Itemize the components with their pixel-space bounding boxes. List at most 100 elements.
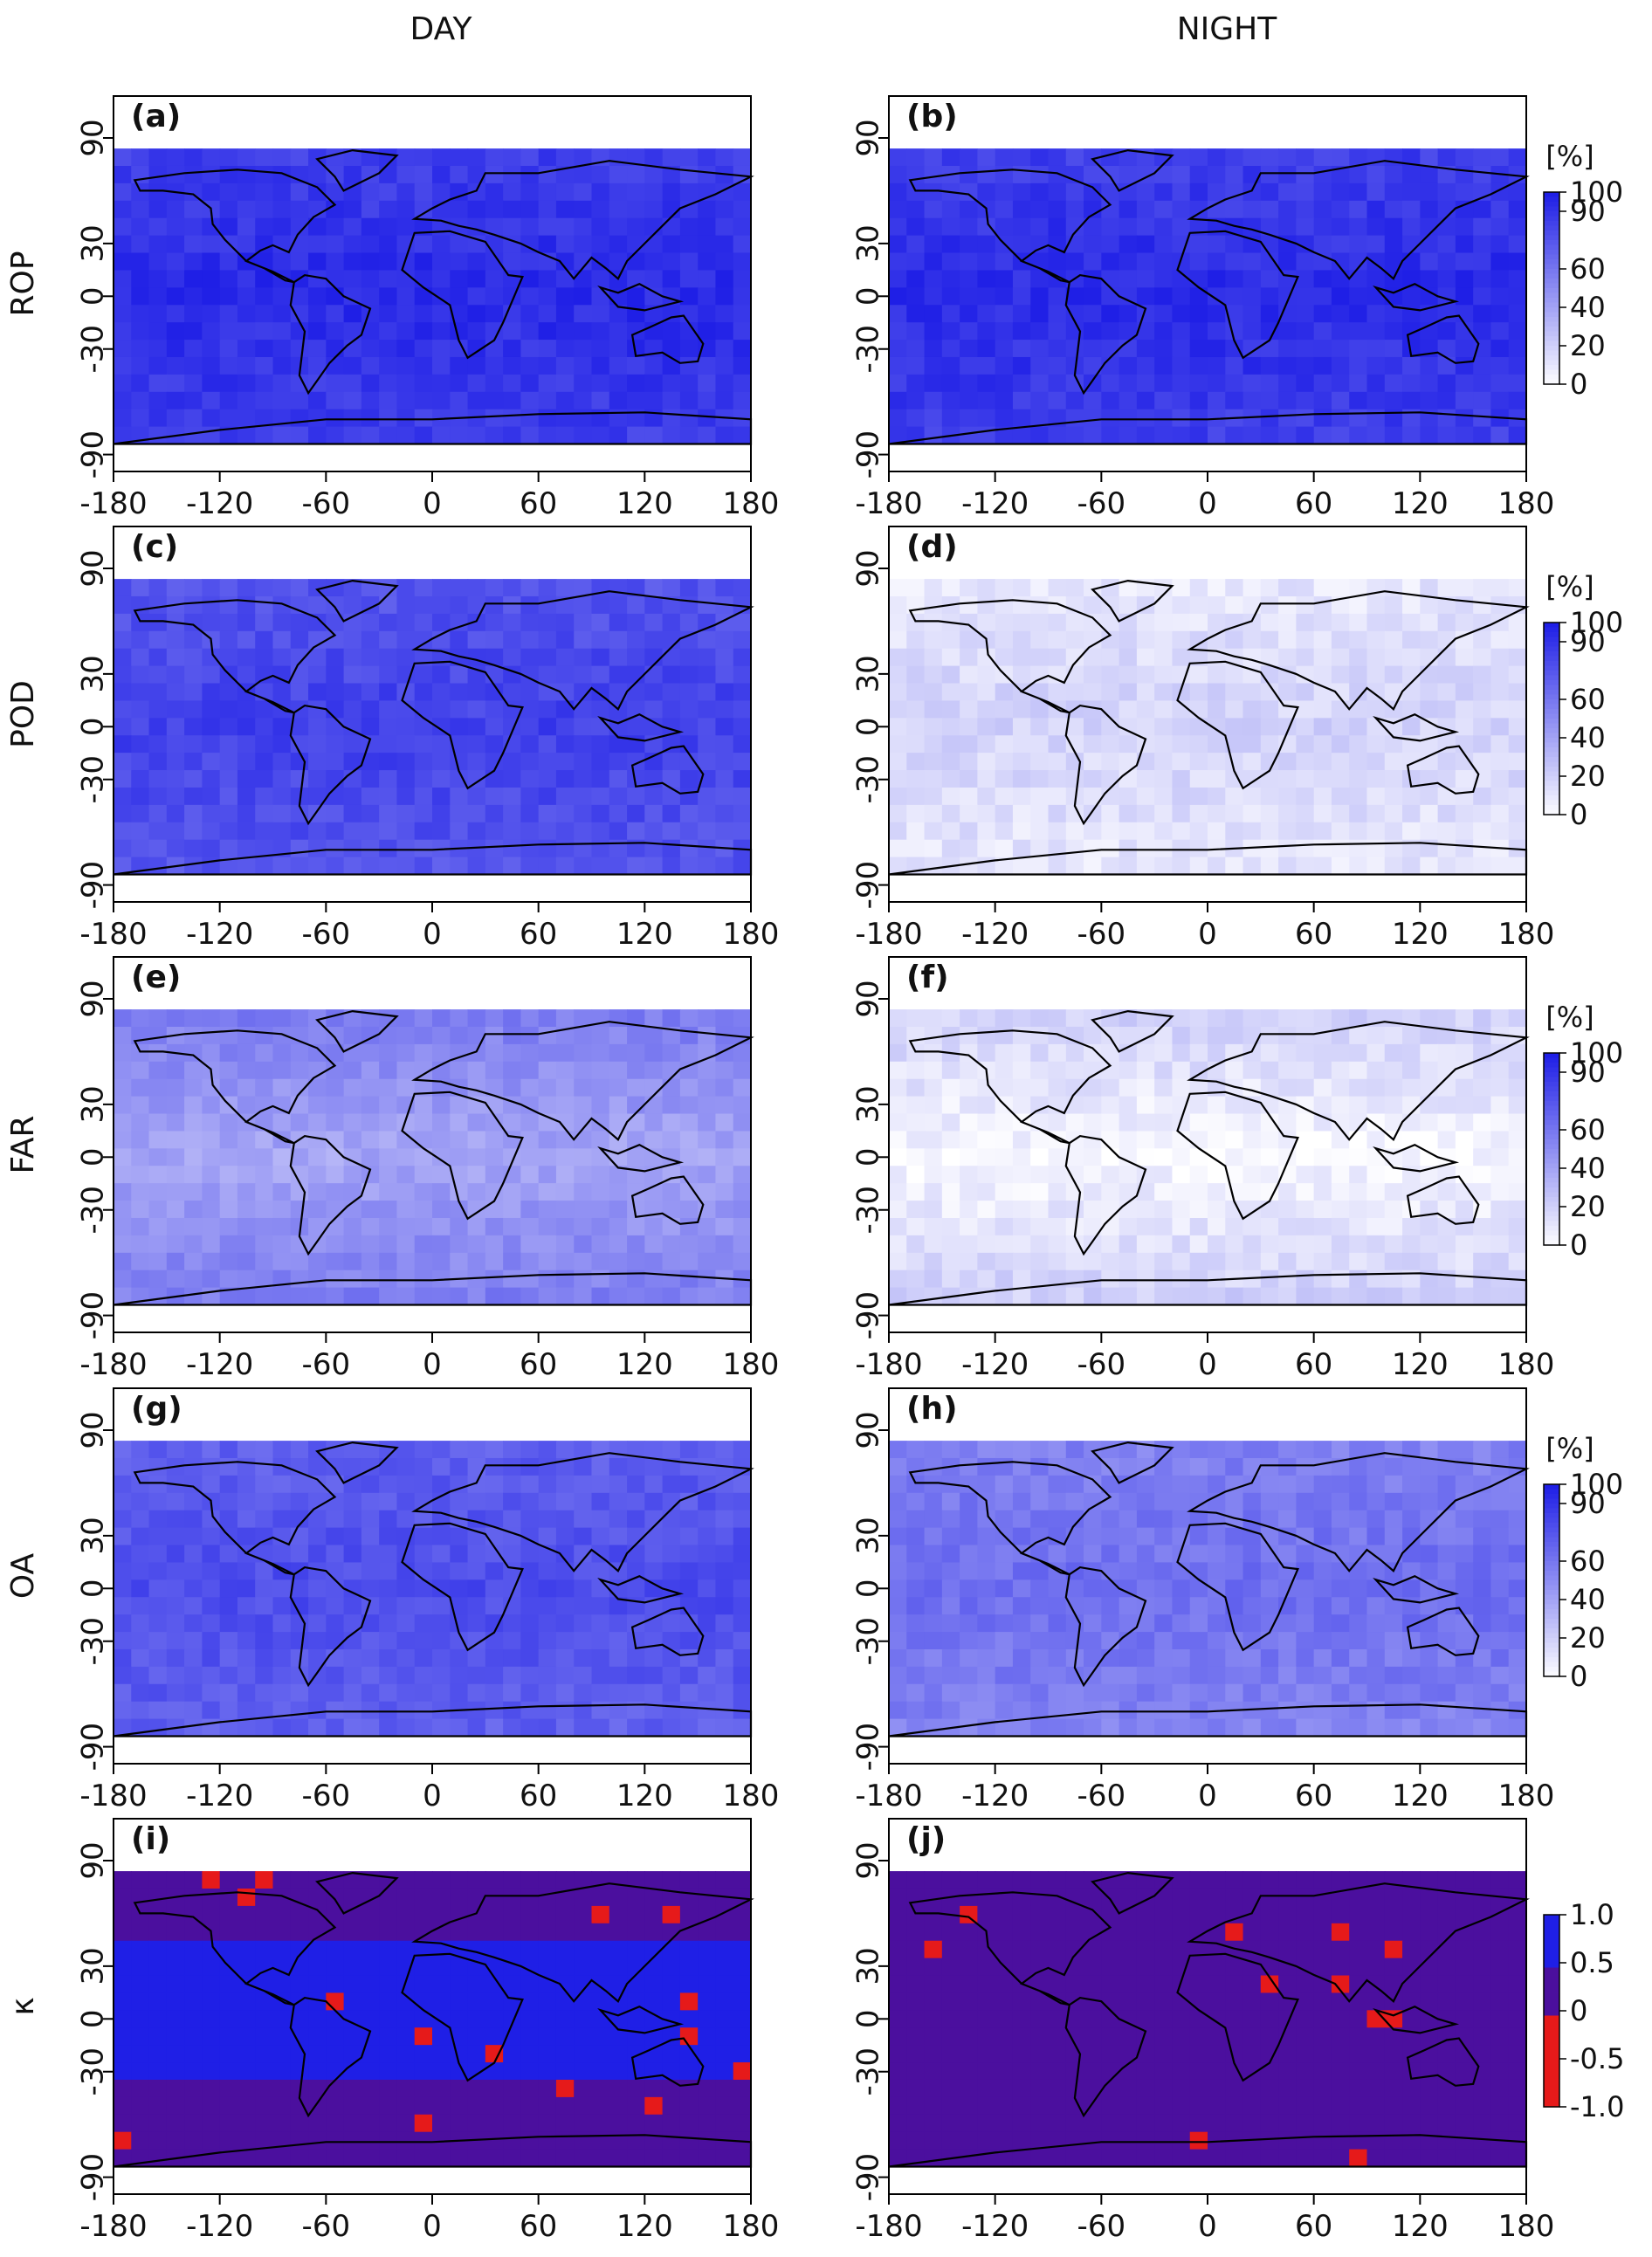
heatmap-cell: [1508, 648, 1527, 667]
heatmap-cell: [1012, 1148, 1031, 1166]
heatmap-cell: [644, 252, 664, 272]
heatmap-cell: [467, 683, 486, 702]
heatmap-cell: [1366, 252, 1386, 272]
heatmap-cell: [379, 322, 398, 341]
heatmap-cell: [1012, 1510, 1031, 1529]
heatmap-cell: [467, 1287, 486, 1306]
heatmap-cell: [184, 1061, 203, 1080]
heatmap-cell: [148, 648, 168, 667]
heatmap-cell: [343, 270, 362, 288]
heatmap-cell: [1349, 1113, 1368, 1132]
heatmap-cell: [960, 1441, 978, 1459]
heatmap-cell: [1065, 1632, 1084, 1650]
heatmap-cell: [131, 1597, 150, 1615]
heatmap-cell: [1101, 235, 1120, 254]
heatmap-cell: [627, 804, 645, 823]
heatmap-cell: [202, 252, 221, 272]
heatmap-cell: [995, 1078, 1014, 1098]
heatmap-cell: [148, 1009, 168, 1028]
heatmap-cell: [379, 787, 398, 806]
heatmap-cell: [396, 1701, 416, 1720]
heatmap-cell: [1030, 857, 1050, 876]
heatmap-cell: [609, 1166, 628, 1184]
heatmap-cell: [1119, 1096, 1138, 1115]
heatmap-cell: [574, 1492, 593, 1511]
heatmap-cell: [1030, 1148, 1050, 1166]
heatmap-cell: [1260, 165, 1279, 184]
heatmap-cell: [1225, 1096, 1244, 1115]
heatmap-cell: [715, 1166, 734, 1184]
heatmap-cell: [1225, 287, 1244, 306]
heatmap-cell: [184, 1614, 203, 1633]
heatmap-cell: [574, 735, 593, 753]
heatmap-cell: [202, 1648, 221, 1668]
heatmap-cell: [662, 1666, 681, 1685]
heatmap-cell: [343, 1113, 362, 1132]
heatmap-cell: [538, 1457, 557, 1476]
heatmap-cell: [889, 270, 907, 288]
heatmap-cell: [591, 822, 610, 841]
heatmap-cell: [609, 305, 628, 323]
heatmap-cell: [1101, 753, 1120, 771]
heatmap-cell: [906, 1579, 926, 1598]
heatmap-cell: [1136, 1131, 1155, 1149]
heatmap-cell: [1208, 1545, 1226, 1564]
heatmap-cell: [644, 1043, 664, 1063]
heatmap-cell: [924, 322, 943, 341]
heatmap-cell: [503, 200, 521, 219]
heatmap-cell: [1384, 252, 1403, 272]
heatmap-cell: [1296, 770, 1315, 788]
heatmap-cell: [114, 1096, 132, 1115]
heatmap-cell: [237, 1043, 256, 1063]
heatmap-cell: [960, 579, 978, 597]
coastline: [630, 314, 705, 364]
heatmap-cell: [1154, 857, 1174, 876]
heatmap-cell: [485, 270, 504, 288]
heatmap-cell: [941, 683, 960, 702]
heatmap-cell: [662, 613, 681, 632]
heatmap-cell: [1260, 148, 1279, 167]
heatmap-cell: [361, 235, 380, 254]
heatmap-cell: [715, 426, 734, 445]
heatmap-cell: [432, 1579, 451, 1598]
heatmap-cell: [485, 1441, 504, 1459]
heatmap-cell: [1012, 287, 1031, 306]
heatmap-cell: [396, 1614, 416, 1633]
heatmap-cell: [1278, 1475, 1297, 1494]
heatmap-cell: [396, 822, 416, 841]
heatmap-cell: [1420, 1457, 1439, 1476]
heatmap-cell: [924, 804, 943, 823]
heatmap-cell: [361, 1545, 380, 1564]
heatmap-cell: [237, 1701, 256, 1720]
heatmap-cell: [467, 1217, 486, 1236]
heatmap-cell: [555, 1457, 575, 1476]
heatmap-cell: [219, 1632, 238, 1650]
heatmap-cell: [202, 1441, 221, 1459]
heatmap-cell: [1420, 1579, 1439, 1598]
heatmap-cell: [148, 1457, 168, 1476]
heatmap-cell: [148, 1441, 168, 1459]
heatmap-cell: [1189, 1579, 1208, 1598]
heatmap-cell: [1208, 305, 1226, 323]
heatmap-cell: [644, 579, 664, 597]
heatmap-cell: [414, 753, 433, 771]
heatmap-cell: [1313, 217, 1332, 237]
heatmap-cell: [1402, 340, 1421, 358]
heatmap-cell: [644, 200, 664, 219]
heatmap-cell: [1208, 735, 1226, 753]
heatmap-cell: [1437, 1614, 1456, 1633]
heatmap-cell: [941, 1217, 960, 1236]
heatmap-cell: [609, 683, 628, 702]
heatmap-cell: [679, 630, 699, 650]
heatmap-cell: [432, 1683, 451, 1703]
heatmap-cell: [1048, 182, 1067, 202]
heatmap-cell: [733, 1217, 752, 1236]
heatmap-cell: [255, 1270, 274, 1289]
heatmap-cell: [960, 356, 978, 375]
heatmap-cell: [414, 1457, 433, 1476]
heatmap-cell: [1331, 1441, 1350, 1459]
heatmap-cell: [202, 340, 221, 358]
heatmap-cell: [272, 1026, 292, 1045]
heatmap-cell: [1366, 822, 1386, 841]
heatmap-cell: [1384, 822, 1403, 841]
